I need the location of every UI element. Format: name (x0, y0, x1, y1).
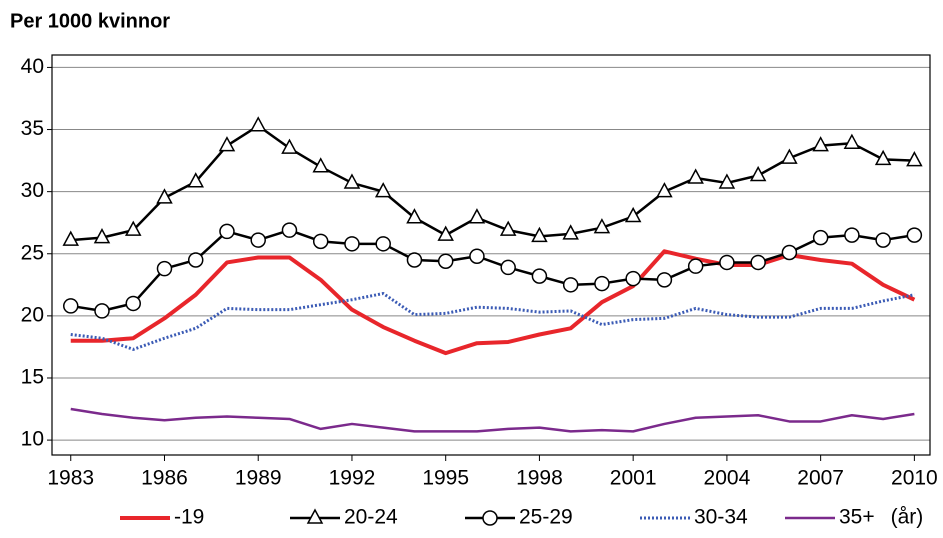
series-line (70, 407, 915, 433)
marker-circle (62, 298, 79, 314)
x-tick-label: 1995 (422, 467, 469, 490)
marker-circle (875, 232, 891, 248)
marker-circle (156, 260, 173, 277)
marker-circle (812, 229, 829, 246)
x-tick-label: 1998 (516, 467, 563, 490)
y-tick-label: 30 (21, 179, 44, 202)
marker-circle (687, 258, 704, 274)
legend-label: 30-34 (694, 506, 748, 529)
series-line (70, 249, 916, 356)
marker-circle (344, 236, 360, 252)
marker-triangle (312, 157, 329, 173)
y-tick-label: 10 (21, 428, 44, 451)
x-tick-label: 1986 (141, 467, 188, 490)
legend-label: 35+ (839, 506, 875, 529)
x-tick-label: 1983 (47, 467, 94, 490)
y-tick-label: 25 (21, 241, 44, 264)
marker-triangle (374, 182, 392, 198)
marker-circle (781, 244, 798, 261)
plot-frame (51, 54, 931, 456)
marker-circle (469, 248, 485, 264)
marker-triangle (156, 188, 173, 204)
x-tick-label: 2001 (610, 467, 657, 490)
x-tick-label: 2007 (797, 467, 844, 490)
y-tick-label: 35 (21, 117, 44, 140)
marker-circle (906, 227, 923, 243)
marker-triangle (874, 149, 892, 166)
marker-triangle (93, 228, 111, 244)
marker-circle (625, 270, 641, 287)
marker-triangle (906, 151, 923, 167)
marker-circle (562, 277, 579, 293)
marker-triangle (562, 224, 579, 240)
marker-triangle (781, 148, 798, 164)
marker-circle (482, 510, 498, 526)
marker-circle (94, 303, 110, 319)
marker-triangle (593, 218, 611, 234)
marker-triangle (843, 133, 861, 149)
marker-circle (500, 259, 516, 276)
marker-triangle (306, 508, 324, 524)
chart-title: Per 1000 kvinnor (10, 10, 170, 32)
x-tick-label: 1992 (329, 467, 376, 490)
marker-triangle (531, 226, 548, 243)
y-tick-label: 40 (21, 55, 44, 78)
marker-triangle (62, 230, 80, 246)
marker-triangle (656, 182, 673, 198)
marker-triangle (687, 168, 704, 184)
marker-triangle (749, 165, 767, 182)
marker-triangle (812, 136, 829, 152)
x-axis-unit: (år) (891, 506, 924, 529)
marker-triangle (468, 208, 486, 224)
y-tick-label: 20 (21, 303, 44, 326)
marker-triangle (218, 136, 236, 152)
legend-label: 25-29 (519, 506, 573, 529)
legend-label: 20-24 (344, 506, 398, 529)
marker-circle (375, 236, 391, 252)
marker-circle (594, 275, 610, 292)
marker-circle (531, 268, 548, 284)
x-tick-label: 1989 (235, 467, 282, 490)
marker-circle (250, 232, 266, 248)
marker-triangle (124, 220, 142, 236)
marker-circle (437, 253, 454, 269)
marker-circle (406, 252, 423, 268)
series-line (70, 228, 915, 313)
legend-label: -19 (174, 506, 204, 529)
marker-circle (187, 252, 204, 268)
marker-circle (312, 233, 329, 250)
marker-circle (125, 295, 141, 312)
marker-triangle (281, 138, 298, 154)
marker-triangle (406, 208, 423, 224)
marker-circle (750, 254, 766, 271)
marker-circle (219, 223, 235, 240)
marker-circle (844, 227, 860, 243)
y-tick-label: 15 (21, 366, 44, 389)
marker-circle (656, 272, 673, 288)
marker-triangle (343, 173, 361, 189)
marker-triangle (499, 220, 517, 236)
series-line (70, 292, 915, 351)
marker-circle (719, 254, 735, 271)
marker-triangle (437, 225, 454, 241)
marker-triangle (624, 206, 642, 223)
x-tick-label: 2004 (704, 467, 751, 490)
marker-triangle (249, 116, 267, 132)
marker-circle (281, 222, 298, 238)
marker-triangle (718, 173, 736, 189)
marker-triangle (187, 172, 204, 188)
series-line (70, 124, 915, 242)
x-tick-label: 2010 (891, 467, 938, 490)
